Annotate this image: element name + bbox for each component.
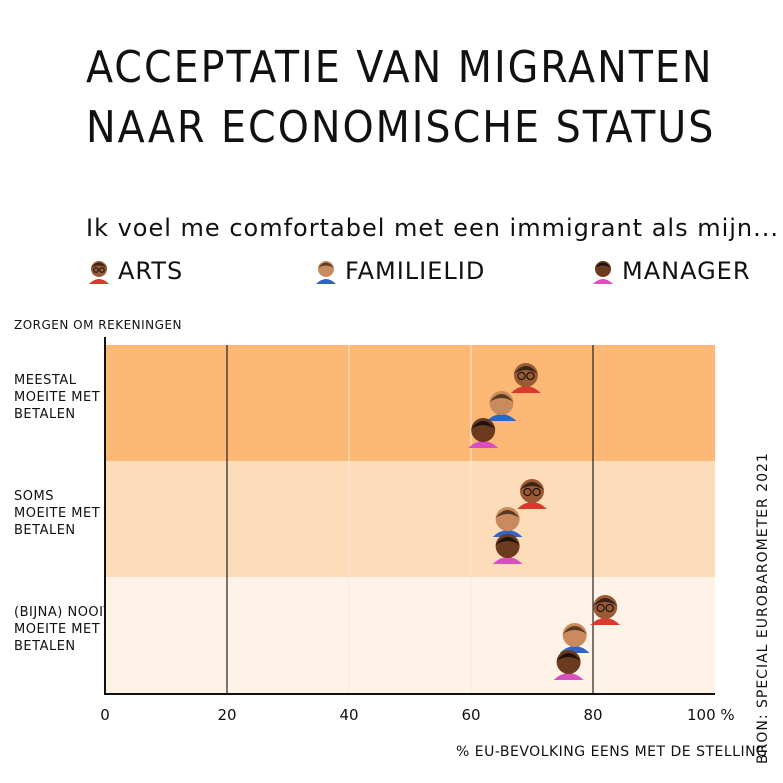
avatar-shirt <box>468 441 499 448</box>
x-tick-label: 40 <box>339 706 358 724</box>
category-label-line: betalen <box>14 639 76 654</box>
category-label-line: betalen <box>14 523 76 538</box>
category-label-line: Soms <box>14 489 54 504</box>
avatar-glasses <box>532 487 541 497</box>
legend-label-arts: Arts <box>118 257 184 285</box>
avatar-shirt <box>553 673 584 680</box>
chart-subtitle: Ik voel me comfortabel met een immigrant… <box>86 214 780 242</box>
category-label-line: (Bijna) nooit <box>14 605 112 620</box>
category-label-meestal: Meestal moeite met betalen <box>14 372 100 423</box>
y-axis-title: Zorgen om rekeningen <box>14 318 183 332</box>
avatar-hair <box>495 537 520 545</box>
manager-avatar-icon <box>593 261 613 284</box>
legend-item-arts: Arts <box>86 254 183 288</box>
category-label-line: betalen <box>14 407 76 422</box>
avatar-hair <box>471 421 496 429</box>
avatar-hair <box>562 626 587 634</box>
avatar-hair <box>520 482 544 490</box>
x-tick-label: 80 <box>583 706 602 724</box>
legend-item-manager: Manager <box>590 254 751 288</box>
chart-title: Acceptatie van migranten naar economisch… <box>86 38 715 158</box>
title-line-2: naar economische status <box>86 102 716 153</box>
legend-item-familielid: Familielid <box>313 254 485 288</box>
x-tick-label: 100 % <box>687 706 735 724</box>
category-label-nooit: (Bijna) nooit moeite met betalen <box>14 604 112 655</box>
x-axis-title: % EU-bevolking eens met de stelling <box>456 744 768 760</box>
avatar-glasses <box>596 603 605 613</box>
familielid-avatar-point <box>486 391 517 421</box>
family-member-avatar-icon <box>316 261 336 284</box>
arts-avatar-point <box>510 363 541 393</box>
avatar-shirt <box>517 502 547 509</box>
arts-avatar-point <box>517 479 547 509</box>
arts-avatar-point <box>590 595 621 625</box>
category-label-line: moeite met <box>14 390 101 405</box>
source-note: Bron: Special Eurobarometer 2021 <box>755 452 771 764</box>
category-label-soms: Soms moeite met betalen <box>14 488 100 539</box>
familielid-avatar-point <box>492 507 523 537</box>
x-tick-label: 60 <box>461 706 480 724</box>
avatar-shirt <box>492 557 523 564</box>
avatar-glasses <box>526 371 535 381</box>
legend-label-familielid: Familielid <box>345 257 486 285</box>
category-label-line: moeite met <box>14 622 101 637</box>
category-band <box>105 345 715 461</box>
avatar-hair <box>556 653 581 661</box>
x-tick-label: 0 <box>100 706 110 724</box>
category-band <box>105 461 715 577</box>
avatar-hair <box>489 394 514 402</box>
avatar-glasses <box>517 371 526 381</box>
legend-label-manager: Manager <box>622 257 751 285</box>
doctor-avatar-icon <box>89 261 109 284</box>
x-tick-label: 20 <box>217 706 236 724</box>
avatar-shirt <box>510 386 541 393</box>
category-label-line: Meestal <box>14 373 77 388</box>
manager-avatar-point <box>492 534 523 564</box>
avatar-hair <box>593 598 618 606</box>
avatar-glasses <box>605 603 614 613</box>
avatar-shirt <box>492 530 523 537</box>
avatar-shirt <box>590 618 621 625</box>
title-line-1: Acceptatie van migranten <box>86 42 714 93</box>
avatar-hair <box>513 366 538 374</box>
category-band <box>105 577 715 693</box>
avatar-glasses <box>523 487 532 497</box>
manager-avatar-point <box>553 650 584 680</box>
avatar-hair <box>495 510 520 518</box>
category-label-line: moeite met <box>14 506 101 521</box>
familielid-avatar-point <box>559 623 590 653</box>
avatar-shirt <box>486 414 517 421</box>
manager-avatar-point <box>468 418 499 448</box>
